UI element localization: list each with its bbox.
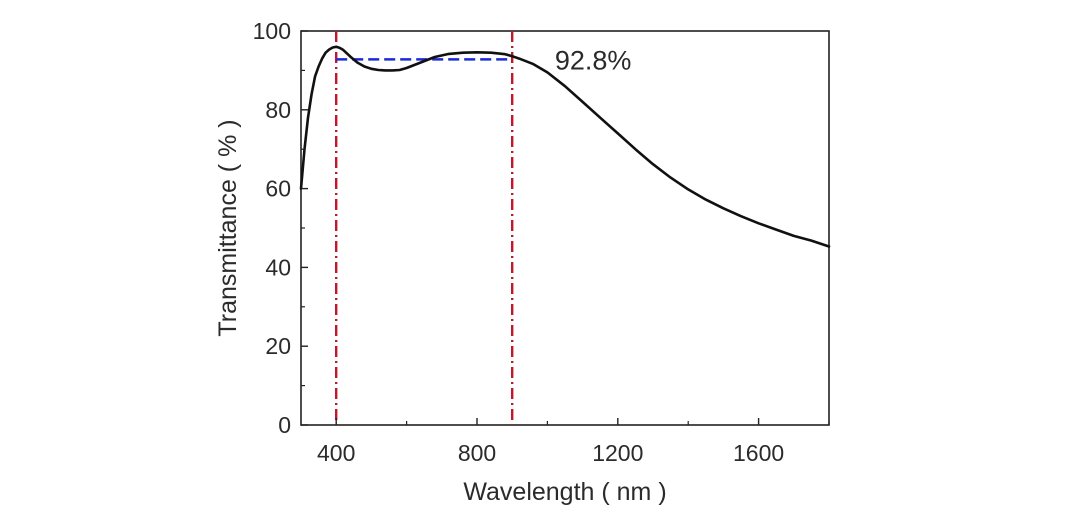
- y-axis-label: Transmittance ( % ): [214, 119, 242, 336]
- axis-ticks: [301, 30, 830, 426]
- y-tick-label: 40: [265, 254, 291, 280]
- y-tick-label: 80: [265, 97, 291, 123]
- x-tick-label: 400: [317, 440, 355, 466]
- y-tick-label: 100: [253, 18, 291, 44]
- x-tick-label: 1600: [733, 440, 784, 466]
- x-tick-label: 800: [458, 440, 496, 466]
- x-tick-label: 1200: [592, 440, 643, 466]
- series-line: [299, 45, 831, 248]
- y-tick-label: 20: [265, 333, 291, 359]
- x-axis-label: Wavelength ( nm ): [463, 478, 666, 506]
- plot-frame: [300, 30, 830, 426]
- tick-labels: 400 800 1200 1600 0 20 40 60 80 100: [253, 18, 785, 466]
- series-layer: [299, 45, 831, 248]
- reference-lines: [335, 31, 514, 425]
- annotations: 92.8%: [555, 45, 632, 75]
- y-tick-label: 0: [278, 412, 291, 438]
- annotation-label: 92.8%: [555, 45, 632, 75]
- y-tick-label: 60: [265, 176, 291, 202]
